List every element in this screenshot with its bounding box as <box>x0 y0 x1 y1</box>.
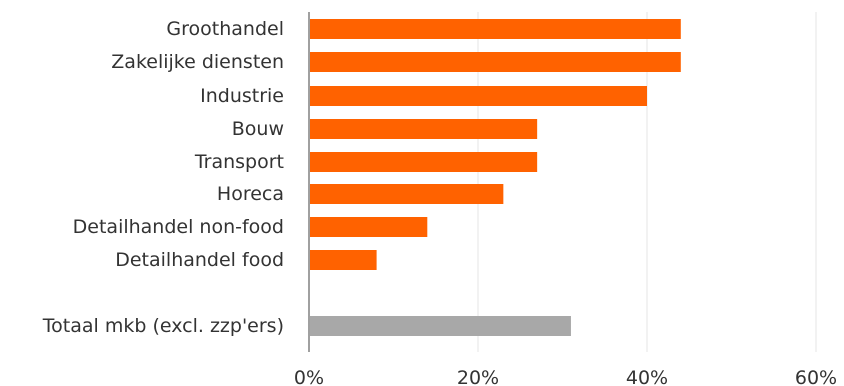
category-label: Transport <box>194 151 284 173</box>
x-tick-label: 0% <box>294 367 324 386</box>
bar-0 <box>309 19 681 39</box>
category-label: Groothandel <box>166 18 284 40</box>
category-label: Zakelijke diensten <box>111 51 284 73</box>
x-tick-label: 40% <box>626 367 668 386</box>
bar-4 <box>309 152 538 172</box>
category-labels: Groothandel Zakelijke diensten Industrie Bo… <box>42 18 284 337</box>
category-label: Detailhandel food <box>115 249 284 271</box>
category-label: Industrie <box>200 85 284 107</box>
category-label: Horeca <box>217 183 284 205</box>
bar-5 <box>309 184 504 204</box>
bar-3 <box>309 119 538 139</box>
x-tick-labels: 0% 20% 40% 60% <box>294 367 837 386</box>
category-label: Totaal mkb (excl. zzp'ers) <box>42 315 284 337</box>
x-tick-label: 60% <box>795 367 837 386</box>
bar-6 <box>309 217 428 237</box>
bar-8 <box>309 316 571 336</box>
category-label: Detailhandel non-food <box>73 216 284 238</box>
bar-7 <box>309 250 377 270</box>
bar-2 <box>309 86 647 106</box>
x-tick-label: 20% <box>457 367 499 386</box>
category-label: Bouw <box>232 118 284 140</box>
bar-1 <box>309 52 681 72</box>
bars <box>309 19 681 336</box>
